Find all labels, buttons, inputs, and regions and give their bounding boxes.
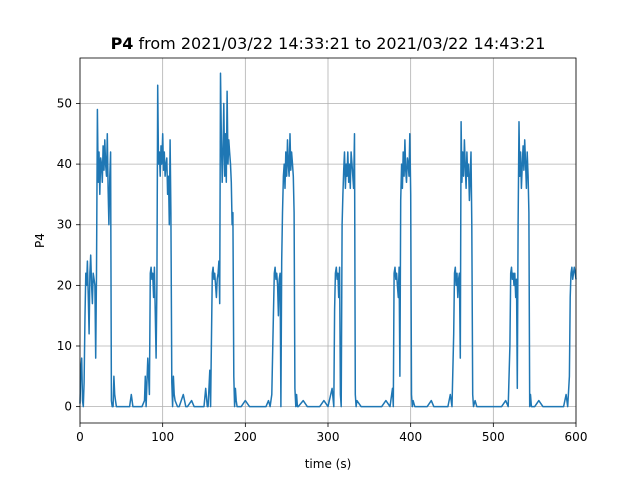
y-tick-label: 10 (57, 339, 72, 353)
y-tick-label: 40 (57, 157, 72, 171)
y-tick-label: 0 (64, 400, 72, 414)
x-tick-label: 400 (399, 430, 422, 444)
y-tick-label: 30 (57, 218, 72, 232)
x-tick-label: 500 (482, 430, 505, 444)
x-tick-label: 0 (76, 430, 84, 444)
y-axis-label: P4 (33, 233, 47, 248)
y-tick-label: 50 (57, 96, 72, 110)
x-tick-label: 600 (565, 430, 588, 444)
x-tick-label: 100 (151, 430, 174, 444)
x-tick-label: 300 (317, 430, 340, 444)
chart-title-rest: from 2021/03/22 14:33:21 to 2021/03/22 1… (133, 34, 546, 53)
x-tick-label: 200 (234, 430, 257, 444)
chart-title: P4 from 2021/03/22 14:33:21 to 2021/03/2… (0, 34, 640, 53)
x-axis-label: time (s) (305, 457, 352, 471)
y-tick-label: 20 (57, 278, 72, 292)
chart-title-bold: P4 (110, 34, 134, 53)
series-line (79, 72, 577, 408)
